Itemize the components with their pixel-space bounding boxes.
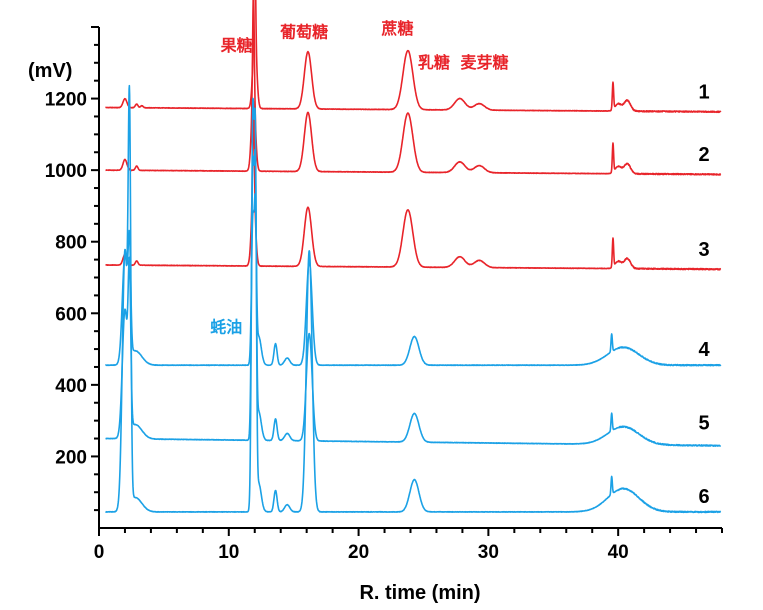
peak-annotation: 麦芽糖 <box>460 53 508 72</box>
trace-5 <box>104 148 722 447</box>
x-tick-label: 20 <box>348 542 369 563</box>
y-tick-label: 800 <box>55 233 87 254</box>
x-axis-label: R. time (min) <box>359 582 480 604</box>
trace-id-label: 3 <box>698 239 709 261</box>
trace-1 <box>104 0 722 114</box>
y-tick-label: 1200 <box>45 90 87 111</box>
y-axis-label: (mV) <box>28 60 72 82</box>
trace-4 <box>104 193 722 367</box>
trace-group <box>104 0 722 514</box>
trace-id-label: 5 <box>698 412 709 434</box>
x-tick-label: 10 <box>218 542 239 563</box>
trace-6 <box>104 84 722 514</box>
trace-id-label: 6 <box>698 486 709 508</box>
peak-annotation: 果糖 <box>220 36 253 55</box>
trace-id-label: 2 <box>698 144 709 166</box>
trace-2 <box>104 0 722 176</box>
y-tick-label: 400 <box>55 376 87 397</box>
peak-annotation: 葡萄糖 <box>279 23 328 42</box>
x-tick-label: 0 <box>94 542 105 563</box>
y-tick-label: 200 <box>55 447 87 468</box>
trace-id-label: 1 <box>698 81 709 103</box>
peak-annotation: 乳糖 <box>418 53 450 72</box>
axes-group: 200 400 600 800 1000 1200 0 10 20 30 40 <box>45 26 723 563</box>
trace-id-label: 4 <box>698 339 710 361</box>
y-tick-label: 1000 <box>45 161 87 182</box>
y-tick-label: 600 <box>55 304 87 325</box>
trace-3 <box>104 100 722 271</box>
peak-annotation: 蚝油 <box>210 317 242 336</box>
x-tick-label: 30 <box>478 542 499 563</box>
x-tick-label: 40 <box>608 542 629 563</box>
peak-annotation: 蔗糖 <box>381 19 414 38</box>
